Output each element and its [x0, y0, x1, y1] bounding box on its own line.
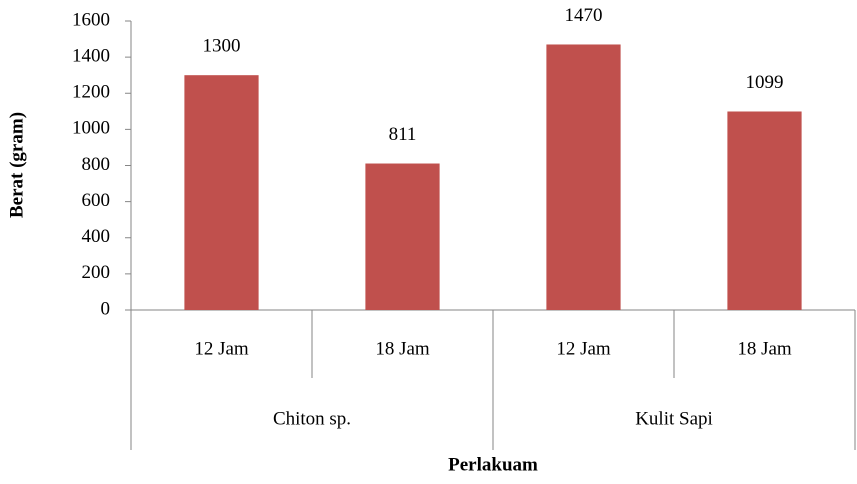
y-tick-label: 1000 [72, 118, 110, 139]
x-tick-label: 18 Jam [375, 338, 430, 359]
y-tick-label: 400 [82, 226, 111, 247]
data-label: 811 [389, 124, 417, 145]
group-label: Chiton sp. [273, 408, 351, 429]
bar [546, 44, 621, 310]
y-axis-title: Berat (gram) [6, 112, 27, 218]
y-tick-label: 1200 [72, 82, 110, 103]
x-tick-label: 12 Jam [194, 338, 249, 359]
x-axis-title: Perlakuam [448, 454, 538, 475]
bar [184, 75, 259, 310]
data-label: 1300 [203, 36, 241, 57]
y-tick-label: 0 [101, 298, 111, 319]
y-tick-label: 200 [82, 262, 111, 283]
bar [727, 111, 802, 310]
bar [365, 163, 440, 310]
y-tick-label: 600 [82, 190, 111, 211]
data-label: 1470 [565, 5, 603, 26]
y-tick-label: 800 [82, 154, 111, 175]
y-tick-label: 1600 [72, 9, 110, 30]
data-label: 1099 [746, 72, 784, 93]
x-tick-label: 18 Jam [737, 338, 792, 359]
y-tick-label: 1400 [72, 45, 110, 66]
group-label: Kulit Sapi [635, 408, 713, 429]
x-tick-label: 12 Jam [556, 338, 611, 359]
